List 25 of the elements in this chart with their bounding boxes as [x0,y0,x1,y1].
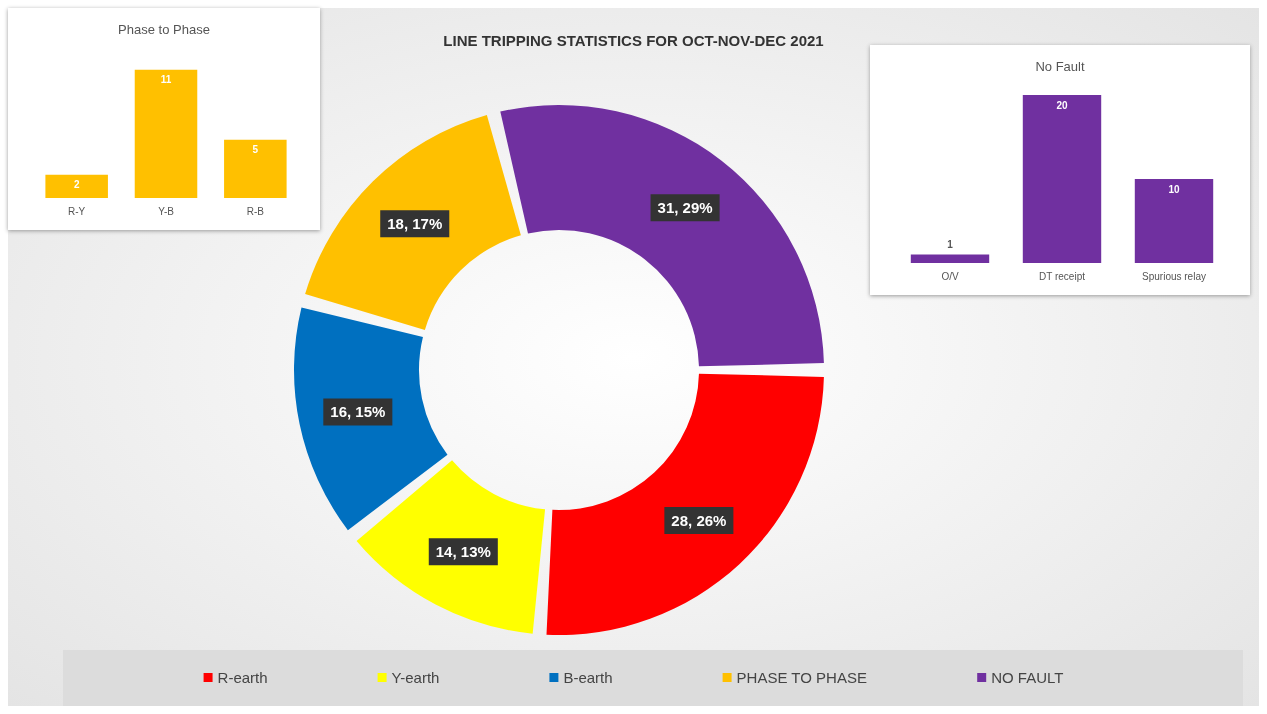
x-tick-label: O/V [941,270,959,282]
data-label: 11 [160,74,172,86]
legend-label: Y-earth [391,669,440,686]
legend-label: B-earth [563,669,613,686]
x-tick-label: R-B [246,205,265,217]
data-label: 5 [252,144,259,156]
legend-label: R-earth [217,669,268,686]
data-label: 10 [1168,183,1180,195]
data-label: 16, 15% [330,403,386,421]
x-tick-label: R-Y [68,205,86,217]
x-tick-label: Spurious relay [1142,270,1206,282]
data-label: 18, 17% [387,215,443,233]
x-tick-label: DT receipt [1039,270,1086,282]
x-tick-label: Y-B [158,205,175,217]
chart-title: No Fault [1035,59,1085,74]
legend-label: PHASE TO PHASE [736,669,867,686]
data-label: 2 [73,179,80,191]
data-label: 20 [1056,99,1068,111]
legend-label: NO FAULT [991,669,1064,686]
data-label: 31, 29% [657,199,713,217]
chart-title: Phase to Phase [118,22,210,37]
chart-title: LINE TRIPPING STATISTICS FOR OCT-NOV-DEC 2021 [443,32,824,49]
data-label: 14, 13% [435,543,491,561]
data-label: 28, 26% [671,512,727,530]
data-label: 1 [947,239,954,251]
